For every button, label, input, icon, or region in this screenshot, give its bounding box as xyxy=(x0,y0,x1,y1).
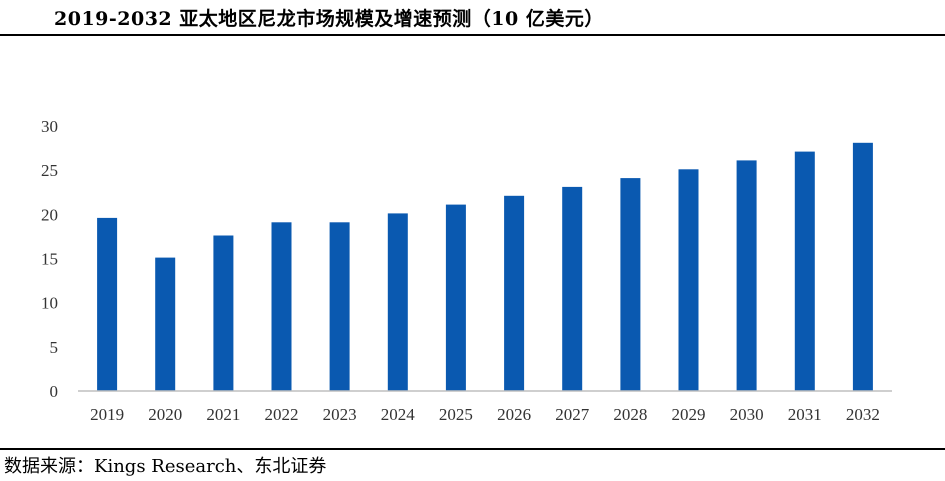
y-tick-label: 15 xyxy=(41,250,58,269)
bar-2020 xyxy=(155,257,176,391)
x-tick-label: 2029 xyxy=(672,405,706,424)
y-tick-label: 10 xyxy=(41,294,58,313)
x-tick-label: 2022 xyxy=(265,405,299,424)
bars xyxy=(97,142,873,391)
y-tick-label: 25 xyxy=(41,161,58,180)
source-note: 数据来源：Kings Research、东北证券 xyxy=(4,456,327,477)
chart-title: 2019-2032 亚太地区尼龙市场规模及增速预测（10 亿美元） xyxy=(54,8,604,30)
x-tick-label: 2020 xyxy=(148,405,182,424)
x-tick-label: 2028 xyxy=(613,405,647,424)
bar-2027 xyxy=(562,186,583,391)
y-tick-label: 30 xyxy=(41,117,58,136)
x-tick-label: 2021 xyxy=(206,405,240,424)
y-tick-label: 20 xyxy=(41,205,58,224)
x-tick-label: 2023 xyxy=(323,405,357,424)
x-tick-label: 2032 xyxy=(846,405,880,424)
title-divider xyxy=(0,34,945,36)
x-tick-label: 2025 xyxy=(439,405,473,424)
source-divider xyxy=(0,448,945,450)
y-axis-ticks: 0 5 10 15 20 25 30 xyxy=(41,117,58,401)
y-tick-label: 0 xyxy=(50,382,59,401)
x-tick-label: 2026 xyxy=(497,405,531,424)
bar-2023 xyxy=(329,222,350,391)
bar-2022 xyxy=(271,222,292,391)
y-tick-label: 5 xyxy=(50,338,59,357)
bar-2028 xyxy=(620,178,641,391)
bar-2032 xyxy=(852,142,873,391)
bar-2021 xyxy=(213,235,234,391)
bar-2024 xyxy=(387,213,408,391)
x-tick-label: 2030 xyxy=(730,405,764,424)
x-tick-label: 2019 xyxy=(90,405,124,424)
bar-2026 xyxy=(504,195,525,391)
bar-2031 xyxy=(794,151,815,391)
x-tick-label: 2031 xyxy=(788,405,822,424)
bar-2030 xyxy=(736,160,757,391)
bar-2025 xyxy=(445,204,466,391)
bar-2029 xyxy=(678,169,699,391)
bar-2019 xyxy=(97,217,118,391)
x-axis-ticks: 2019 2020 2021 2022 2023 2024 2025 2026 2027 2028… xyxy=(90,405,880,424)
x-tick-label: 2027 xyxy=(555,405,590,424)
x-tick-label: 2024 xyxy=(381,405,416,424)
